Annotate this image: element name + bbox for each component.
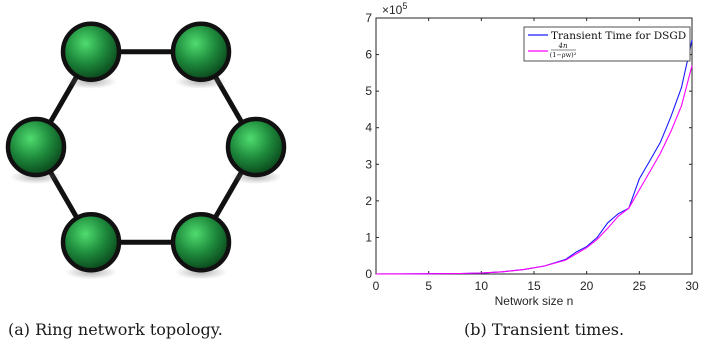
y-tick-label: 1 [365,230,372,244]
y-tick-label: 3 [365,157,372,171]
y-tick-label: 0 [365,267,372,281]
y-tick-label: 4 [365,121,372,135]
legend-label-1: Transient Time for DSGD [551,30,686,42]
ring-node [5,116,67,184]
ring-node [170,21,232,89]
x-tick-label: 0 [373,279,380,293]
series-line-2 [375,65,693,275]
y-tick-label: 5 [365,84,372,98]
transient-times-chart: 0 5 10 15 20 25 30 0 1 2 3 4 5 6 7 ×105 Network size n T… [365,1,699,308]
figure-a-caption: (a) Ring network topology. [8,320,223,339]
ring-node [60,21,122,89]
x-tick-label: 10 [475,279,489,293]
x-axis-label: Network size n [495,294,574,308]
ring-node [225,116,287,184]
y-exponent-label: ×105 [382,1,407,17]
ring-topology-diagram [5,21,287,280]
y-tick-label: 7 [365,11,372,25]
ring-node [170,212,232,280]
ring-node [60,212,122,280]
x-tick-label: 20 [580,279,594,293]
legend-box [523,26,691,62]
legend-label-2-numerator: 4n [558,42,568,50]
y-tick-label: 6 [365,48,372,62]
figure-b-caption: (b) Transient times. [464,320,625,339]
x-tick-label: 5 [425,279,432,293]
y-tick-label: 2 [365,194,372,208]
x-tick-label: 25 [633,279,647,293]
legend-label-2-denominator: (1−ρw)² [550,51,577,59]
x-tick-label: 15 [527,279,541,293]
x-tick-label: 30 [685,279,699,293]
